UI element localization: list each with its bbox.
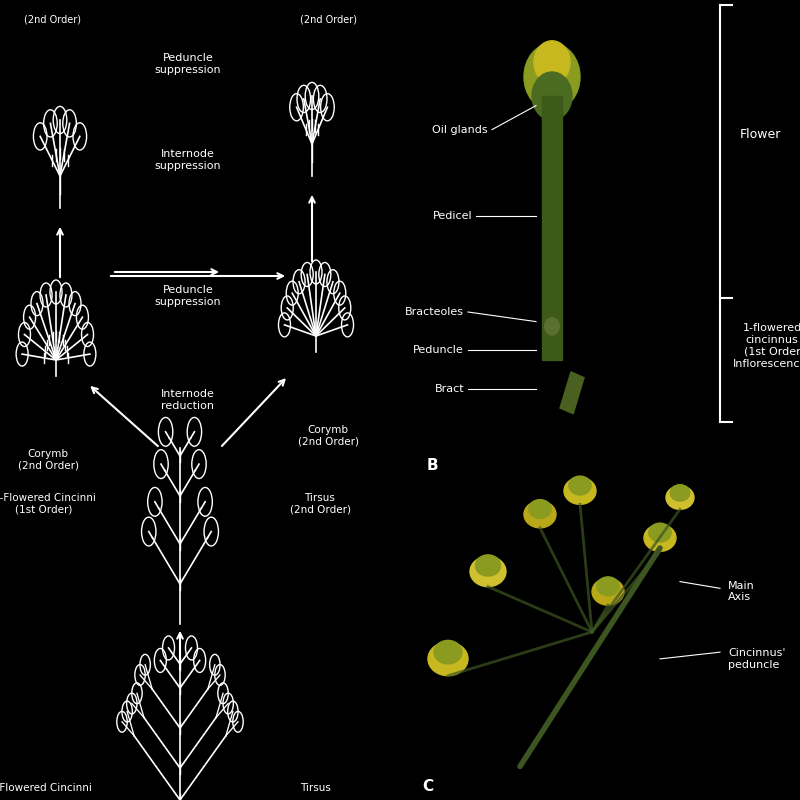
Text: Corymb
(2nd Order): Corymb (2nd Order) xyxy=(18,450,78,470)
Text: 1-flowered
cincinnus
(1st Order
Inflorescence): 1-flowered cincinnus (1st Order Inflores… xyxy=(733,323,800,368)
Text: Internode
suppression: Internode suppression xyxy=(154,149,222,170)
Circle shape xyxy=(529,500,551,518)
Text: Peduncle
suppression: Peduncle suppression xyxy=(154,53,222,74)
Circle shape xyxy=(670,485,690,501)
Circle shape xyxy=(524,501,556,528)
Circle shape xyxy=(597,577,619,596)
Text: Bracteoles: Bracteoles xyxy=(405,307,464,317)
Text: Tirsus
(2nd Order): Tirsus (2nd Order) xyxy=(290,493,350,515)
Circle shape xyxy=(649,523,671,542)
Text: Tirsus: Tirsus xyxy=(301,783,331,793)
Circle shape xyxy=(532,72,572,120)
Text: Oil glands: Oil glands xyxy=(432,125,488,134)
Text: Corymb
(2nd Order): Corymb (2nd Order) xyxy=(298,426,358,446)
Text: Main
Axis: Main Axis xyxy=(728,581,754,602)
Circle shape xyxy=(545,318,559,335)
Text: (2nd Order): (2nd Order) xyxy=(299,15,357,25)
Circle shape xyxy=(569,476,591,495)
Circle shape xyxy=(534,41,570,84)
Circle shape xyxy=(434,640,462,664)
Circle shape xyxy=(524,43,580,110)
Text: (2nd Order): (2nd Order) xyxy=(23,15,81,25)
Text: Flower: Flower xyxy=(739,128,781,141)
Bar xyxy=(542,96,562,360)
Text: 1-Flowered Cincinni
(1st Order): 1-Flowered Cincinni (1st Order) xyxy=(0,493,95,515)
Text: Bract: Bract xyxy=(434,384,464,394)
Text: 4-Flowered Cincinni: 4-Flowered Cincinni xyxy=(0,783,91,793)
Text: Cincinnus'
peduncle: Cincinnus' peduncle xyxy=(728,648,786,670)
Text: Peduncle: Peduncle xyxy=(414,346,464,355)
Circle shape xyxy=(666,486,694,510)
Text: Internode
reduction: Internode reduction xyxy=(161,389,215,411)
Circle shape xyxy=(592,578,624,605)
Circle shape xyxy=(564,478,596,504)
Text: Pedicel: Pedicel xyxy=(432,211,472,221)
Text: B: B xyxy=(426,458,438,473)
Circle shape xyxy=(644,525,676,551)
Text: C: C xyxy=(422,779,434,794)
Circle shape xyxy=(428,642,468,676)
Bar xyxy=(560,372,584,414)
Text: Peduncle
suppression: Peduncle suppression xyxy=(154,286,222,306)
Circle shape xyxy=(470,557,506,586)
Circle shape xyxy=(475,555,501,576)
